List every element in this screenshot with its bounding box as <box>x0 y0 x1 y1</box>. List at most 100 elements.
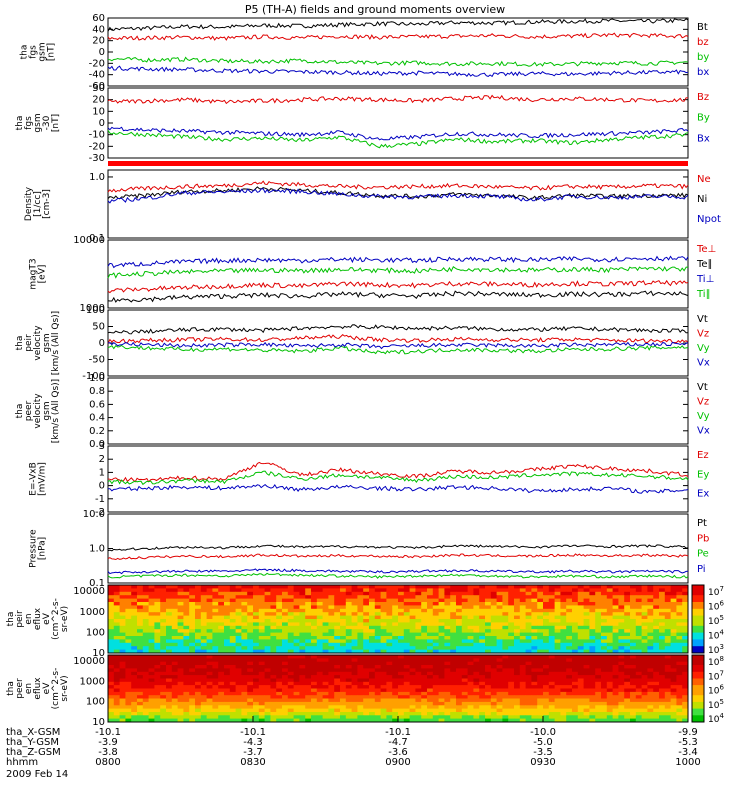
spectrogram-cell <box>171 708 178 713</box>
time-axis-value: -3.5 <box>533 747 553 758</box>
spectrogram-cell <box>467 608 474 613</box>
colorbar-cell <box>692 646 704 650</box>
spectrogram-cell <box>618 691 625 696</box>
spectrogram-cell <box>444 632 451 637</box>
spectrogram-cell <box>369 665 376 669</box>
spectrogram-cell <box>241 615 248 620</box>
spectrogram-cell <box>137 668 144 673</box>
spectrogram-cell <box>253 665 260 669</box>
spectrogram-cell <box>177 668 184 673</box>
spectrogram-cell <box>682 622 689 627</box>
spectrogram-cell <box>200 678 207 683</box>
spectrogram-cell <box>380 615 387 620</box>
spectrogram-cell <box>606 712 613 716</box>
spectrogram-cell <box>543 665 550 669</box>
spectrogram-cell <box>537 615 544 620</box>
spectrogram-cell <box>316 665 323 669</box>
spectrogram-cell <box>682 636 689 640</box>
spectrogram-cell <box>560 612 567 616</box>
spectrogram-cell <box>630 681 637 686</box>
spectrogram-cell <box>403 671 410 676</box>
spectrogram-cell <box>624 698 631 703</box>
spectrogram-cell <box>351 639 358 644</box>
spectrogram-cell <box>519 718 526 723</box>
spectrogram-cell <box>514 678 521 683</box>
spectrogram-cell <box>137 591 144 596</box>
spectrogram-cell <box>357 701 364 706</box>
spectrogram-cell <box>496 636 503 640</box>
spectrogram-cell <box>467 671 474 676</box>
spectrogram-cell <box>113 698 120 703</box>
spectrogram-cell <box>612 625 619 630</box>
spectrogram-cell <box>560 588 567 593</box>
spectrogram-cell <box>108 718 115 723</box>
spectrogram-cell <box>357 675 364 679</box>
spectrogram-cell <box>119 636 126 640</box>
spectrogram-cell <box>624 629 631 633</box>
spectrogram-cell <box>653 622 660 627</box>
spectrogram-cell <box>421 585 428 589</box>
spectrogram-cell <box>340 691 347 696</box>
spectrogram-cell <box>595 615 602 620</box>
spectrogram-cell <box>670 655 677 659</box>
spectrogram-cell <box>514 685 521 689</box>
spectrogram-cell <box>276 715 283 720</box>
spectrogram-cell <box>154 668 161 673</box>
spectrogram-cell <box>148 591 155 596</box>
spectrogram-cell <box>630 708 637 713</box>
legend-entry: Bz <box>697 92 709 103</box>
spectrogram-cell <box>450 591 457 596</box>
spectrogram-cell <box>386 588 393 593</box>
spectrogram-cell <box>218 685 225 689</box>
spectrogram-cell <box>108 712 115 716</box>
spectrogram-cell <box>392 658 399 663</box>
spectrogram-cell <box>270 695 277 699</box>
spectrogram-cell <box>334 649 341 654</box>
spectrogram-cell <box>647 695 654 699</box>
spectrogram-cell <box>496 681 503 686</box>
spectrogram-cell <box>583 718 590 723</box>
spectrogram-cell <box>432 665 439 669</box>
spectrogram-cell <box>664 658 671 663</box>
spectrogram-cell <box>572 625 579 630</box>
y-axis-label-line: peer <box>15 678 25 699</box>
spectrogram-cell <box>241 715 248 720</box>
spectrogram-cell <box>299 668 306 673</box>
spectrogram-cell <box>664 595 671 599</box>
spectrogram-cell <box>456 678 463 683</box>
spectrogram-cell <box>270 681 277 686</box>
spectrogram-cell <box>577 588 584 593</box>
spectrogram-cell <box>171 615 178 620</box>
spectrogram-cell <box>514 588 521 593</box>
spectrogram-cell <box>166 685 173 689</box>
spectrogram-cell <box>548 632 555 637</box>
spectrogram-cell <box>566 675 573 679</box>
spectrogram-cell <box>531 705 538 710</box>
spectrogram-cell <box>601 698 608 703</box>
spectrogram-cell <box>432 632 439 637</box>
spectrogram-cell <box>386 688 393 693</box>
spectrogram-cell <box>189 665 196 669</box>
spectrogram-cell <box>253 681 260 686</box>
spectrogram-cell <box>618 629 625 633</box>
spectrogram-cell <box>148 715 155 720</box>
spectrogram-cell <box>345 608 352 613</box>
spectrogram-cell <box>177 608 184 613</box>
colorbar-tick-label: 107 <box>708 669 724 682</box>
spectrogram-cell <box>577 602 584 606</box>
spectrogram-cell <box>282 622 289 627</box>
spectrogram-cell <box>131 608 138 613</box>
spectrogram-cell <box>322 602 329 606</box>
time-axis-value: -3.7 <box>243 747 263 758</box>
spectrogram-cell <box>531 585 538 589</box>
spectrogram-cell <box>601 585 608 589</box>
spectrogram-cell <box>235 665 242 669</box>
spectrogram-cell <box>189 668 196 673</box>
spectrogram-cell <box>241 585 248 589</box>
spectrogram-cell <box>415 595 422 599</box>
spectrogram-cell <box>131 642 138 647</box>
spectrogram-cell <box>409 715 416 720</box>
spectrogram-cell <box>374 642 381 647</box>
spectrogram-cell <box>229 588 236 593</box>
spectrogram-cell <box>392 695 399 699</box>
